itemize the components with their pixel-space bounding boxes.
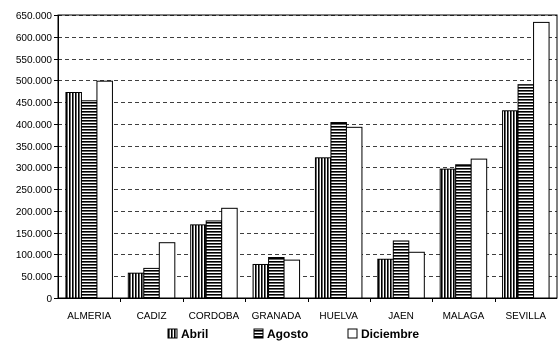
x-category-label: GRANADA (252, 311, 302, 322)
y-tick-label: 450.000 (16, 98, 53, 109)
bar-agosto-jaen (392, 240, 410, 299)
bar-agosto-huelva (330, 122, 347, 299)
bar-abril-cordoba (190, 224, 207, 299)
y-tick-label: 600.000 (16, 33, 53, 44)
y-tick-label: 0 (46, 294, 52, 305)
bar-diciembre-granada (283, 259, 301, 299)
legend: Abril Agosto Diciembre (167, 327, 419, 341)
bar-diciembre-jaen (408, 251, 425, 299)
y-tick-label: 150.000 (16, 229, 53, 240)
bar-abril-jaen (377, 258, 394, 299)
legend-label-agosto: Agosto (267, 327, 308, 341)
y-tick-label: 50.000 (21, 272, 52, 283)
plot-area (57, 14, 558, 299)
y-tick-label: 650.000 (16, 11, 53, 22)
bar-diciembre-almeria (96, 80, 113, 299)
bar-abril-malaga (439, 168, 457, 299)
y-tick-label: 500.000 (16, 76, 53, 87)
x-category-label: SEVILLA (506, 311, 547, 322)
bar-abril-cadiz (127, 272, 145, 299)
y-axis: 0 50.000 100.000 150.000 200.000 250.000 300.0… (16, 11, 59, 305)
bar-abril-huelva (314, 157, 332, 299)
legend-swatch-agosto (253, 328, 264, 339)
bar-abril-sevilla (502, 110, 519, 299)
x-category-label: HUELVA (319, 311, 358, 322)
y-tick-label: 400.000 (16, 120, 53, 131)
bar-agosto-granada (268, 257, 285, 299)
bar-diciembre-cordoba (221, 207, 238, 299)
bar-diciembre-huelva (345, 126, 363, 299)
legend-swatch-diciembre (347, 328, 358, 339)
bar-agosto-cordoba (205, 220, 223, 299)
y-tick-label: 550.000 (16, 55, 53, 66)
bar-agosto-sevilla (517, 84, 535, 299)
bar-diciembre-malaga (470, 158, 488, 299)
x-category-label: JAEN (388, 311, 414, 322)
bar-agosto-almeria (80, 100, 98, 299)
legend-label-abril: Abril (181, 327, 208, 341)
bar-agosto-cadiz (143, 267, 160, 299)
x-category-label: CADIZ (137, 311, 167, 322)
x-category-label: MALAGA (443, 311, 485, 322)
y-tick-label: 250.000 (16, 185, 53, 196)
bar-diciembre-sevilla (533, 21, 550, 299)
bar-abril-almeria (65, 91, 82, 299)
y-tick-label: 300.000 (16, 163, 53, 174)
legend-label-diciembre: Diciembre (361, 327, 419, 341)
y-tick-label: 350.000 (16, 142, 53, 153)
legend-swatch-abril (167, 328, 178, 339)
y-tick-label: 200.000 (16, 207, 53, 218)
bar-abril-granada (252, 263, 270, 299)
y-tick-label: 100.000 (16, 250, 53, 261)
bar-agosto-malaga (455, 164, 472, 299)
x-category-label: ALMERIA (67, 311, 111, 322)
x-category-label: CORDOBA (189, 311, 240, 322)
x-axis: ALMERIA CADIZ CORDOBA GRANADA HUELVA JAEN MALA… (58, 298, 557, 322)
bar-diciembre-cadiz (158, 242, 176, 299)
